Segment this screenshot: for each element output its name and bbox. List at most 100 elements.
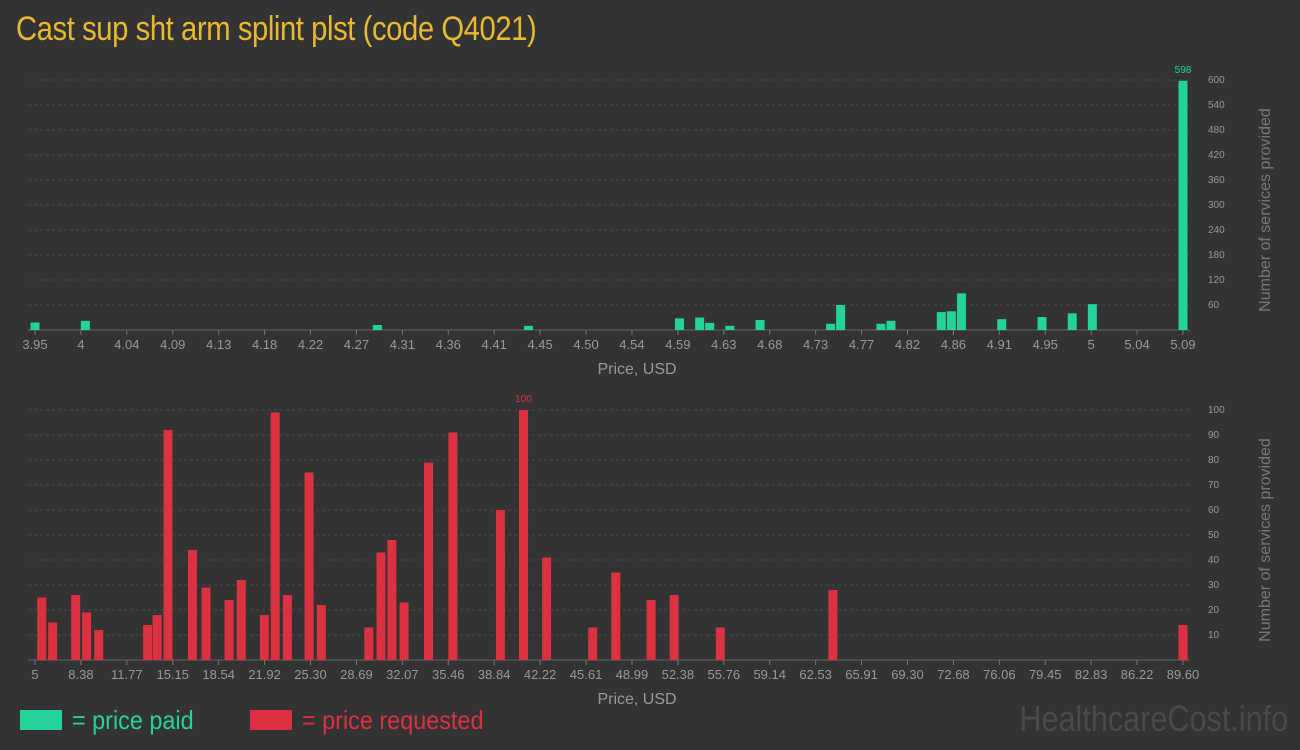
y-axis-title: Number of services provided	[1257, 108, 1274, 312]
bar	[936, 312, 946, 330]
bar	[143, 625, 153, 660]
y-tick-label: 40	[1208, 555, 1220, 566]
bar	[523, 325, 533, 330]
x-tick-label: 4.82	[895, 337, 920, 352]
max-value-label: 598	[1175, 65, 1192, 76]
bar	[282, 595, 292, 660]
bar	[669, 595, 679, 660]
price-paid-swatch	[20, 710, 62, 730]
bar	[956, 293, 966, 330]
bar	[826, 323, 836, 330]
x-tick-label: 4.27	[344, 337, 369, 352]
bar	[259, 615, 269, 660]
x-axis-title: Price, USD	[597, 691, 676, 708]
bar	[725, 325, 735, 330]
x-tick-label: 4.95	[1033, 337, 1058, 352]
price-requested-swatch	[250, 710, 292, 730]
x-tick-label: 25.30	[294, 667, 327, 682]
bar	[836, 305, 846, 330]
y-tick-label: 30	[1208, 580, 1220, 591]
bar	[424, 462, 434, 660]
bar	[71, 595, 81, 660]
bar	[886, 320, 896, 330]
bar	[82, 612, 92, 660]
x-tick-label: 52.38	[662, 667, 695, 682]
bar	[674, 318, 684, 330]
bar	[715, 627, 725, 660]
x-tick-label: 4.77	[849, 337, 874, 352]
bar	[946, 311, 956, 330]
x-tick-label: 28.69	[340, 667, 373, 682]
page-title: Cast sup sht arm splint plst (code Q4021…	[16, 10, 537, 48]
bar	[201, 587, 211, 660]
legend-label-price-requested: = price requested	[302, 704, 484, 735]
x-tick-label: 48.99	[616, 667, 649, 682]
bar	[399, 602, 409, 660]
x-tick-label: 4.45	[527, 337, 552, 352]
x-tick-label: 4.41	[482, 337, 507, 352]
watermark: HealthcareCost.info	[1019, 698, 1288, 739]
x-tick-label: 4.31	[390, 337, 415, 352]
bar	[611, 572, 621, 660]
y-tick-label: 20	[1208, 605, 1220, 616]
x-tick-label: 8.38	[68, 667, 93, 682]
x-tick-label: 45.61	[570, 667, 603, 682]
y-tick-label: 180	[1208, 250, 1225, 261]
x-tick-label: 5.09	[1170, 337, 1195, 352]
x-tick-label: 11.77	[111, 667, 143, 682]
bar	[705, 322, 715, 330]
y-tick-label: 80	[1208, 455, 1220, 466]
bar	[646, 600, 656, 660]
x-tick-label: 59.14	[753, 667, 786, 682]
x-tick-label: 35.46	[432, 667, 465, 682]
bar	[80, 320, 90, 330]
bar	[495, 510, 505, 660]
legend-item-price-paid: = price paid	[20, 705, 207, 735]
x-tick-label: 4.68	[757, 337, 782, 352]
x-tick-label: 38.84	[478, 667, 511, 682]
y-tick-label: 360	[1208, 175, 1225, 186]
bar	[224, 600, 234, 660]
bar	[519, 410, 529, 660]
x-tick-label: 21.92	[248, 667, 281, 682]
x-tick-label: 4.04	[114, 337, 139, 352]
x-tick-label: 82.83	[1075, 667, 1108, 682]
bar	[755, 320, 765, 330]
bar	[30, 322, 40, 330]
x-tick-label: 15.15	[156, 667, 189, 682]
x-tick-label: 55.76	[708, 667, 741, 682]
x-tick-label: 4.09	[160, 337, 185, 352]
bar	[1087, 304, 1097, 330]
x-tick-label: 4.54	[619, 337, 644, 352]
y-tick-label: 60	[1208, 300, 1220, 311]
bar	[542, 557, 552, 660]
price-paid-chart: 60 120 180 240 300 360 420 480 540 600 3.95 4 4.04 4.…	[22, 65, 1274, 378]
bar	[1037, 317, 1047, 330]
legend-item-price-requested: = price requested	[250, 705, 504, 735]
x-tick-label: 4	[77, 337, 84, 352]
bar	[372, 325, 382, 330]
x-tick-label: 4.86	[941, 337, 966, 352]
legend-label-price-paid: = price paid	[72, 704, 194, 735]
max-value-label: 100	[515, 394, 532, 405]
y-tick-label: 50	[1208, 530, 1220, 541]
x-tick-label: 4.50	[573, 337, 598, 352]
y-tick-label: 600	[1208, 75, 1225, 86]
x-tick-label: 32.07	[386, 667, 419, 682]
x-tick-label: 5	[31, 667, 38, 682]
x-tick-label: 3.95	[22, 337, 47, 352]
x-tick-label: 79.45	[1029, 667, 1062, 682]
x-tick-label: 76.06	[983, 667, 1016, 682]
y-tick-label: 10	[1208, 630, 1220, 641]
x-tick-label: 4.13	[206, 337, 231, 352]
bar	[37, 597, 47, 660]
price-requested-chart: 10 20 30 40 50 60 70 80 90 100 5 8.38 11.77 15.15 18.5…	[28, 394, 1274, 708]
x-tick-label: 4.36	[436, 337, 461, 352]
y-axis-title: Number of services provided	[1257, 438, 1274, 642]
y-tick-label: 240	[1208, 225, 1225, 236]
y-tick-label: 100	[1208, 405, 1225, 416]
x-tick-label: 4.18	[252, 337, 277, 352]
y-tick-label: 120	[1208, 275, 1225, 286]
y-tick-label: 420	[1208, 150, 1225, 161]
